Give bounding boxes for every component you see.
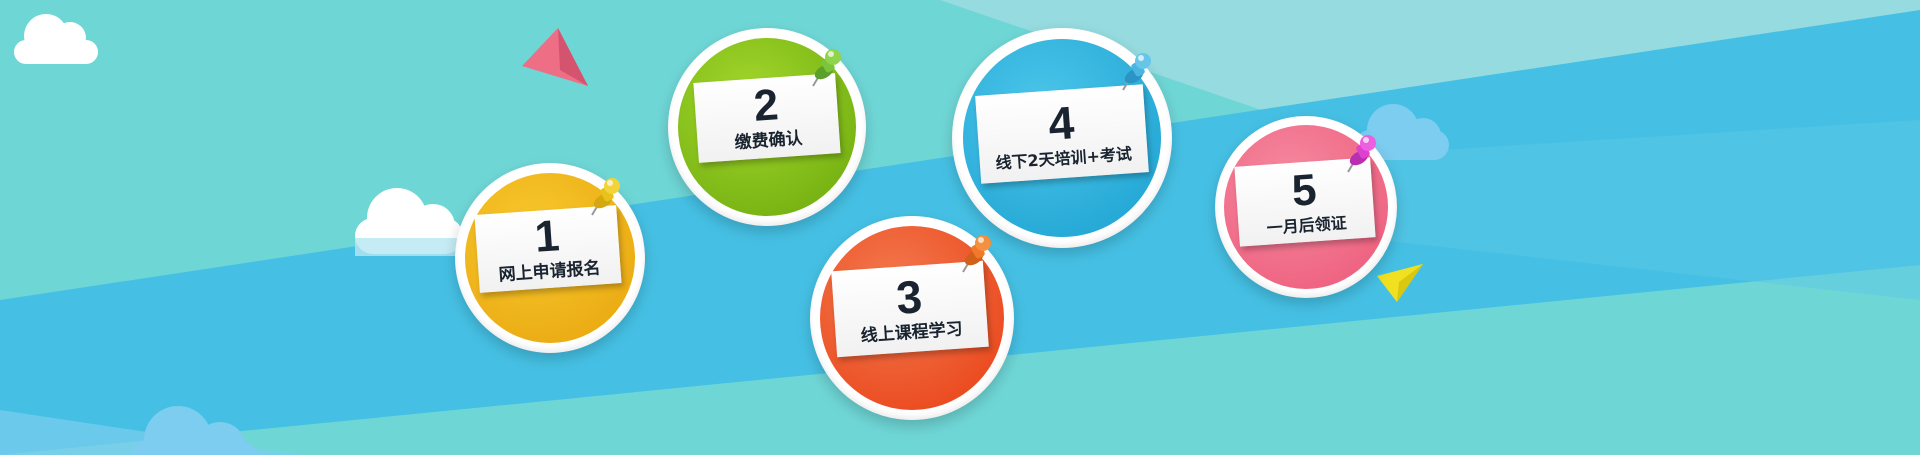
step-4-badge: 4 线下2天培训+考试 [952, 28, 1172, 248]
paper-plane-icon [1377, 264, 1423, 302]
step-5-label: 一月后领证 [1266, 213, 1348, 238]
yellow-pushpin-icon [591, 178, 620, 216]
step-3-label: 线上课程学习 [860, 319, 964, 347]
step-1-badge: 1 网上申请报名 [455, 163, 645, 353]
step-2-label: 缴费确认 [734, 128, 804, 154]
step-4-card: 4 线下2天培训+考试 [975, 84, 1149, 184]
cloud-icon [130, 406, 258, 455]
paper-plane-icon [522, 28, 588, 86]
step-2-number: 2 [752, 80, 781, 132]
step-5-badge: 5 一月后领证 [1215, 116, 1397, 298]
step-4-label: 线下2天培训+考试 [994, 144, 1133, 173]
green-pushpin-icon [812, 49, 841, 87]
cloud-icon [355, 188, 463, 256]
magenta-pushpin-icon [1347, 135, 1376, 173]
step-3-card: 3 线上课程学习 [831, 260, 989, 358]
step-5-number: 5 [1290, 165, 1319, 216]
step-1-card: 1 网上申请报名 [474, 205, 622, 293]
cloud-icon [14, 14, 98, 64]
step-2-badge: 2 缴费确认 [668, 28, 866, 226]
step-3-number: 3 [894, 270, 924, 325]
blue-pushpin-icon [1122, 53, 1151, 91]
step-4-number: 4 [1046, 96, 1076, 150]
step-1-label: 网上申请报名 [498, 258, 602, 286]
step-1-number: 1 [533, 211, 562, 263]
step-3-badge: 3 线上课程学习 [810, 216, 1014, 420]
orange-pushpin-icon [962, 235, 991, 273]
